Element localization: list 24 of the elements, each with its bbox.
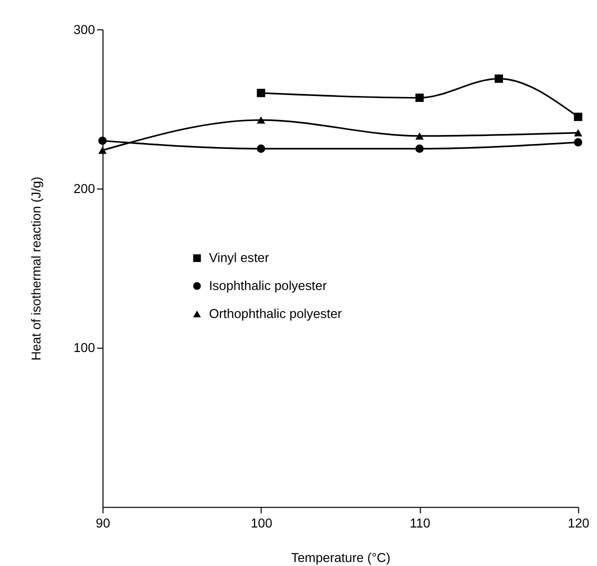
point: [574, 138, 582, 146]
point: [415, 144, 424, 153]
point: [574, 129, 582, 136]
x-tick-label: 120: [568, 515, 590, 530]
x-tick-label: 90: [96, 515, 110, 530]
y-tick-label: 200: [73, 180, 96, 196]
point: [256, 116, 266, 124]
point: [574, 112, 582, 122]
legend-label: Vinyl ester: [208, 250, 270, 266]
legend-label: Orthophthalic polyester: [208, 306, 343, 321]
point: [98, 146, 107, 154]
point: [98, 136, 107, 145]
y-axis-title: Heat of isothermal reaction (J/g): [28, 176, 44, 361]
y-tick-label: 100: [73, 340, 96, 356]
x-axis-title: Temperature (°C): [291, 550, 390, 566]
x-tick-label: 110: [410, 515, 430, 530]
point: [256, 144, 266, 153]
point: [494, 74, 503, 83]
x-tick-label: 100: [250, 515, 272, 530]
y-tick-label: 300: [73, 22, 96, 37]
point: [256, 88, 266, 98]
legend-label: Isophthalic polyester: [208, 278, 328, 293]
point: [415, 94, 424, 102]
point: [415, 132, 424, 140]
